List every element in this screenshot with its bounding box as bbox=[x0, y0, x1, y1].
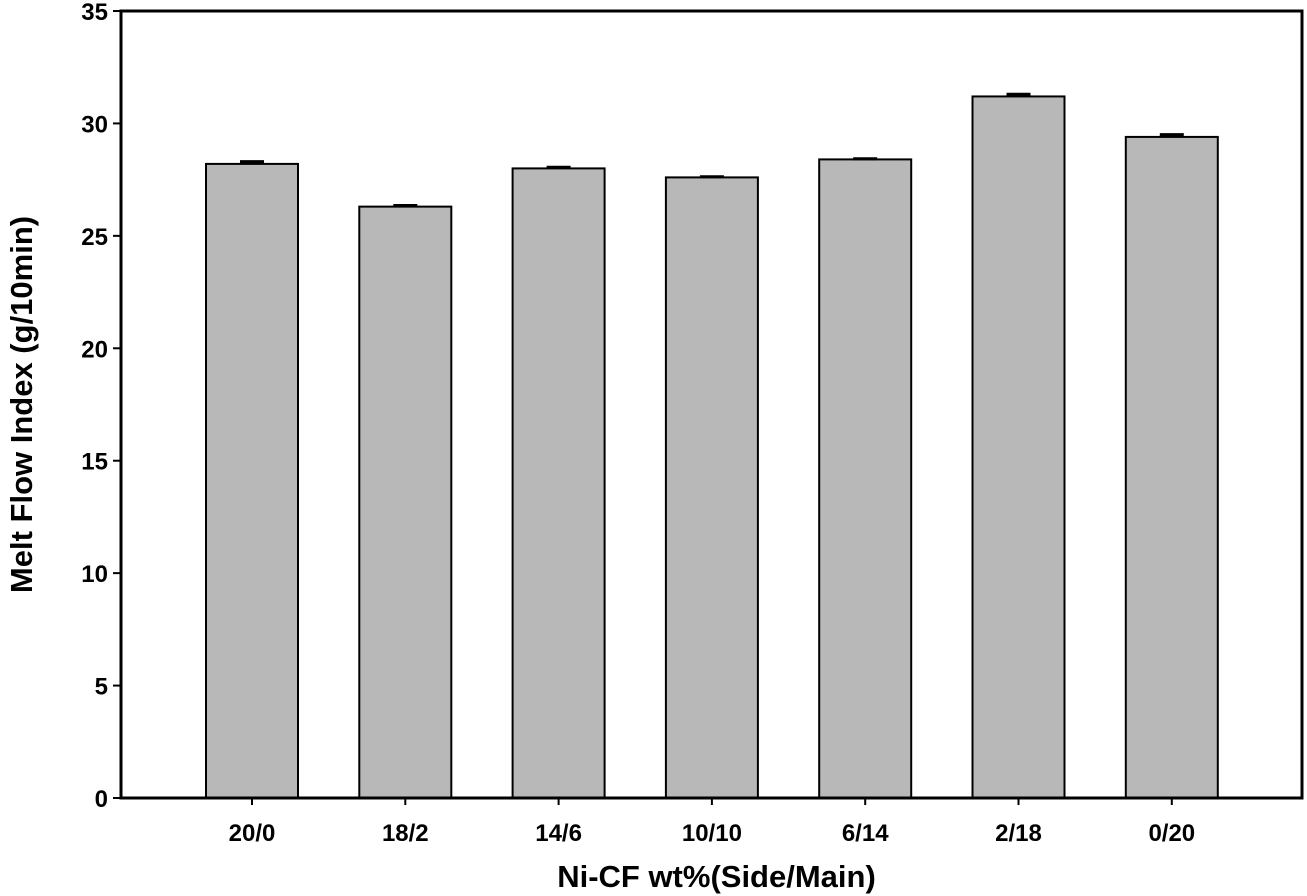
x-axis-title: Ni-CF wt%(Side/Main) bbox=[557, 859, 876, 894]
y-tick-label: 35 bbox=[81, 0, 108, 26]
bar-2-18 bbox=[971, 95, 1066, 799]
x-tick-label: 14/6 bbox=[535, 820, 582, 847]
y-tick-label: 5 bbox=[95, 674, 108, 701]
y-tick-label: 20 bbox=[81, 336, 108, 363]
x-tick-label: 20/0 bbox=[229, 820, 276, 847]
x-tick-label: 18/2 bbox=[382, 820, 429, 847]
x-tick-label: 10/10 bbox=[682, 820, 742, 847]
y-tick-label: 30 bbox=[81, 111, 108, 138]
y-axis-title: Melt Flow Index (g/10min) bbox=[4, 216, 39, 593]
bar-0-20 bbox=[1124, 135, 1219, 800]
bars-layer bbox=[205, 92, 1219, 800]
x-tick-label: 6/14 bbox=[842, 820, 889, 847]
y-tick-label: 10 bbox=[81, 561, 108, 588]
x-tick-label: 2/18 bbox=[995, 820, 1042, 847]
bar-14-6 bbox=[511, 167, 606, 799]
y-tick-label: 25 bbox=[81, 224, 108, 251]
bar-20-0 bbox=[205, 162, 299, 800]
y-tick-label: 0 bbox=[95, 786, 108, 813]
x-tick-label: 0/20 bbox=[1148, 820, 1195, 847]
bar-6-14 bbox=[818, 158, 913, 800]
y-tick-label: 15 bbox=[81, 449, 108, 476]
plot-frame bbox=[119, 9, 1304, 800]
ticks-layer: 20/0 18/2 14/6 10/10 6/14 2/18 0/20 0 5 10 15 20 25 3… bbox=[81, 0, 1195, 847]
bar-18-2 bbox=[358, 205, 453, 799]
bar-10-10 bbox=[664, 176, 759, 799]
